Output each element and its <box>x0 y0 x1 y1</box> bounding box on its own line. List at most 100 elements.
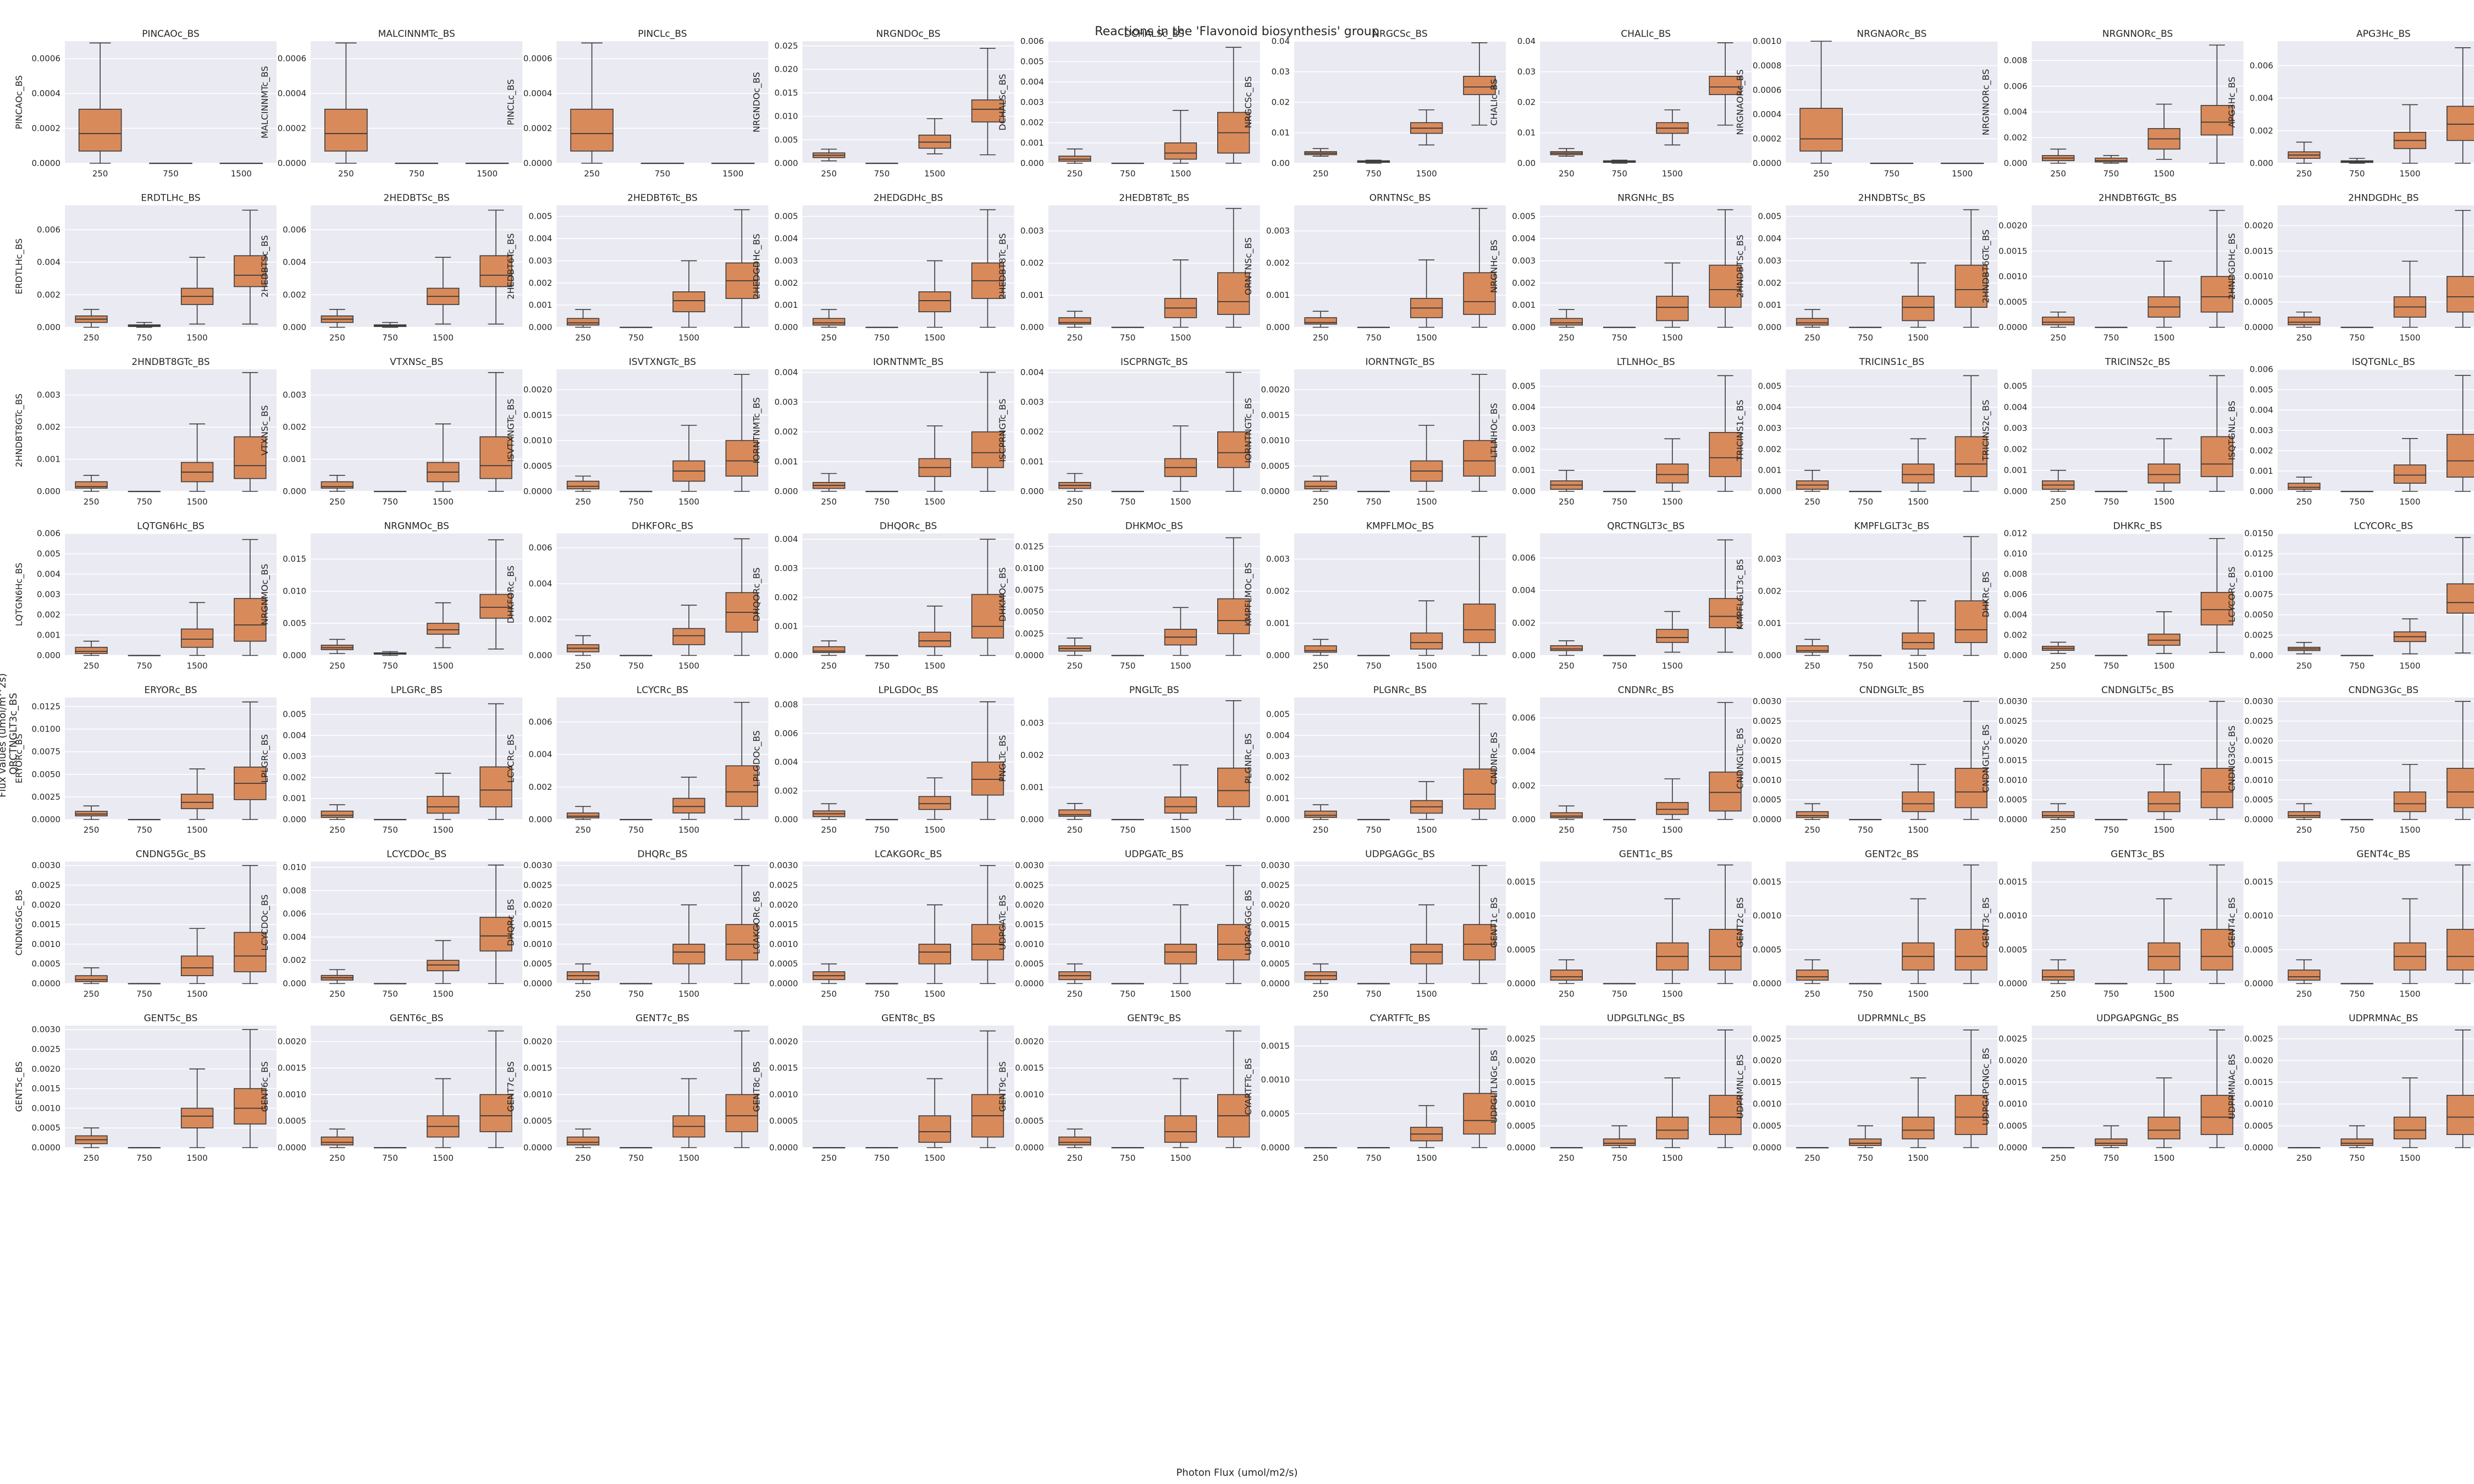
y-tick-label: 0.006 <box>37 225 60 235</box>
x-tick-label: 750 <box>2349 497 2365 507</box>
subplot-title: CHALIc_BS <box>1621 29 1671 40</box>
subplot-y-axis-label: DCHALSc_BS <box>997 74 1008 130</box>
x-tick-label: 750 <box>628 333 644 343</box>
y-tick-label: 0.003 <box>1266 751 1290 761</box>
y-tick-label: 0.004 <box>1758 234 1781 243</box>
y-tick-label: 0.0010 <box>2244 272 2273 281</box>
x-tick-label: 250 <box>1559 497 1575 507</box>
box-iqr <box>725 1094 758 1132</box>
y-tick-label: 0.005 <box>1266 710 1290 719</box>
subplot-y-axis-label: GENT2c_BS <box>1735 897 1746 948</box>
x-tick-label: 250 <box>1804 333 1820 343</box>
y-tick-label: 0.0020 <box>1998 1055 2028 1065</box>
subplot-title: DHQORc_BS <box>880 521 937 532</box>
box-iqr <box>321 810 354 818</box>
subplot-panel: 0.000 0.001 0.002 0.003 250 750 1500 ORNTNSc_BS… <box>1243 193 1506 343</box>
y-tick-label: 0.000 <box>1266 815 1290 824</box>
y-tick-label: 0.0020 <box>769 1037 798 1046</box>
box-iqr <box>2393 1116 2427 1139</box>
y-tick-label: 0.006 <box>283 909 306 919</box>
y-tick-label: 0.004 <box>1020 367 1044 377</box>
x-tick-label: 750 <box>1120 661 1136 671</box>
y-tick-label: 0.005 <box>1512 212 1536 222</box>
x-tick-label: 750 <box>2103 661 2119 671</box>
box-iqr <box>813 646 846 654</box>
x-tick-label: 750 <box>1366 989 1382 999</box>
y-tick-label: 0.001 <box>283 455 306 464</box>
subplot-y-axis-label: GENT7c_BS <box>505 1061 516 1112</box>
box-iqr <box>180 794 214 810</box>
x-tick-label: 250 <box>2050 989 2066 999</box>
y-tick-label: 0.001 <box>2004 466 2028 475</box>
box-iqr <box>1463 440 1496 477</box>
figure-y-axis-label-line-1: Flux values (umol/m^2s) <box>0 673 8 798</box>
y-tick-label: 0.0020 <box>523 1037 553 1046</box>
y-tick-label: 0.006 <box>1020 36 1044 46</box>
y-tick-label: 0.025 <box>775 41 798 51</box>
y-tick-label: 0.004 <box>775 534 798 544</box>
subplot-y-axis-label: GENT1c_BS <box>1489 897 1500 948</box>
x-tick-label: 250 <box>1559 989 1575 999</box>
y-tick-label: 0.0005 <box>278 1116 307 1126</box>
x-tick-label: 250 <box>329 1153 345 1163</box>
x-tick-label: 1500 <box>187 497 208 507</box>
box-iqr <box>2147 791 2180 812</box>
y-tick-label: 0.0025 <box>1753 716 1782 726</box>
subplot-title: DHQRc_BS <box>637 849 687 860</box>
box-iqr <box>1709 264 1742 308</box>
subplot-title: UDPRMNAc_BS <box>2349 1013 2418 1024</box>
subplot-panel: 0.0000 0.0005 0.0010 0.0015 0.0020 250 750 1500… <box>1981 193 2244 343</box>
y-tick-label: 0.008 <box>2004 56 2028 65</box>
subplot-title: GENT4c_BS <box>2356 849 2410 860</box>
subplot-panel: 0.000 0.002 0.004 0.006 0.008 250 750 1500 NRGNN… <box>1981 29 2244 179</box>
x-tick-label: 1500 <box>187 825 208 835</box>
subplot-panel: 0.000 0.002 0.004 0.006 250 750 1500 ERDTLHc_BS… <box>14 193 277 343</box>
y-tick-label: 0.003 <box>1020 226 1044 236</box>
y-tick-label: 0.0025 <box>1507 1034 1536 1044</box>
x-tick-label: 250 <box>821 497 837 507</box>
y-tick-label: 0.002 <box>1020 750 1044 760</box>
y-tick-label: 0.0010 <box>32 939 61 949</box>
y-tick-label: 0.0050 <box>32 769 61 779</box>
y-tick-label: 0.006 <box>775 728 798 738</box>
y-tick-label: 0.004 <box>528 579 552 589</box>
subplot-title: 2HNDBT6GTc_BS <box>2099 193 2177 204</box>
y-tick-label: 0.006 <box>37 529 60 539</box>
box-iqr <box>1799 108 1843 152</box>
subplot-y-axis-label: LCAKGORc_BS <box>752 891 763 954</box>
x-tick-label: 1500 <box>678 1153 699 1163</box>
subplot-panel: 0.000 0.001 0.002 0.003 250 750 1500 PNGLTc_BS P… <box>997 685 1260 835</box>
subplot-y-axis-label: UDPGLTLNGc_BS <box>1489 1050 1500 1123</box>
subplot-title: 2HEDBTSc_BS <box>384 193 450 204</box>
box-iqr <box>2393 791 2427 812</box>
box-iqr <box>1709 432 1742 478</box>
x-tick-label: 250 <box>1313 169 1329 179</box>
x-tick-label: 750 <box>1120 1153 1136 1163</box>
y-tick-label: 0.0015 <box>1753 877 1782 887</box>
x-tick-label: 1500 <box>924 497 945 507</box>
y-tick-label: 0.0125 <box>2244 549 2273 559</box>
y-tick-label: 0.0025 <box>1998 716 2028 726</box>
box-iqr <box>1550 318 1583 326</box>
y-tick-label: 0.003 <box>2250 425 2273 435</box>
subplot-y-axis-label: NRGNMOc_BS <box>259 564 270 625</box>
y-tick-label: 0.0000 <box>523 979 553 989</box>
subplot-title: LCAKGORc_BS <box>875 849 942 860</box>
box-iqr <box>1217 272 1250 315</box>
y-tick-label: 0.0030 <box>1261 861 1290 871</box>
x-tick-label: 1500 <box>1908 333 1929 343</box>
box-iqr <box>180 1108 214 1128</box>
box-iqr <box>2200 592 2234 625</box>
x-tick-label: 250 <box>329 333 345 343</box>
y-tick-label: 0.003 <box>1266 554 1290 564</box>
y-tick-label: 0.003 <box>1512 423 1536 433</box>
x-tick-label: 1500 <box>1908 661 1929 671</box>
subplot-title: APG3Hc_BS <box>2356 29 2411 40</box>
y-tick-label: 0.0020 <box>1998 736 2028 746</box>
y-tick-label: 0.0000 <box>32 158 61 168</box>
x-tick-label: 750 <box>1611 825 1627 835</box>
y-tick-label: 0.0006 <box>32 54 61 64</box>
y-tick-label: 0.004 <box>1512 402 1536 412</box>
y-tick-label: 0.0000 <box>769 1143 798 1153</box>
subplot-title: LCYCORc_BS <box>2354 521 2414 532</box>
